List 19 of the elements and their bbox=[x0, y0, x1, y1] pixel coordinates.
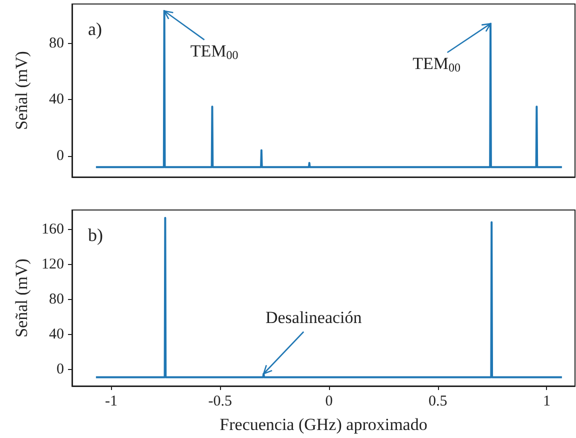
y-tick-label: 40 bbox=[49, 326, 64, 342]
x-tick-label: 0.5 bbox=[428, 394, 448, 410]
y-axis-title: Señal (mV) bbox=[12, 258, 31, 338]
y-tick-label: 160 bbox=[42, 221, 64, 238]
annotation: b) bbox=[88, 225, 103, 245]
y-tick-label: 40 bbox=[49, 92, 64, 108]
annotation: Desalineación bbox=[265, 308, 362, 328]
y-tick-label: 0 bbox=[56, 361, 64, 378]
annotation: a) bbox=[88, 19, 102, 39]
y-tick-label: 80 bbox=[49, 291, 64, 308]
x-axis-title: Frecuencia (GHz) aproximado bbox=[220, 415, 428, 434]
x-tick-label: 1 bbox=[542, 394, 550, 410]
x-tick-label: 0 bbox=[325, 394, 333, 410]
y-tick-label: 0 bbox=[56, 148, 64, 164]
y-axis-title: Señal (mV) bbox=[12, 51, 31, 130]
x-tick-label: -1 bbox=[104, 394, 118, 410]
y-tick-label: 80 bbox=[49, 35, 64, 52]
y-tick-label: 120 bbox=[42, 256, 64, 272]
x-tick-label: -0.5 bbox=[208, 394, 232, 410]
